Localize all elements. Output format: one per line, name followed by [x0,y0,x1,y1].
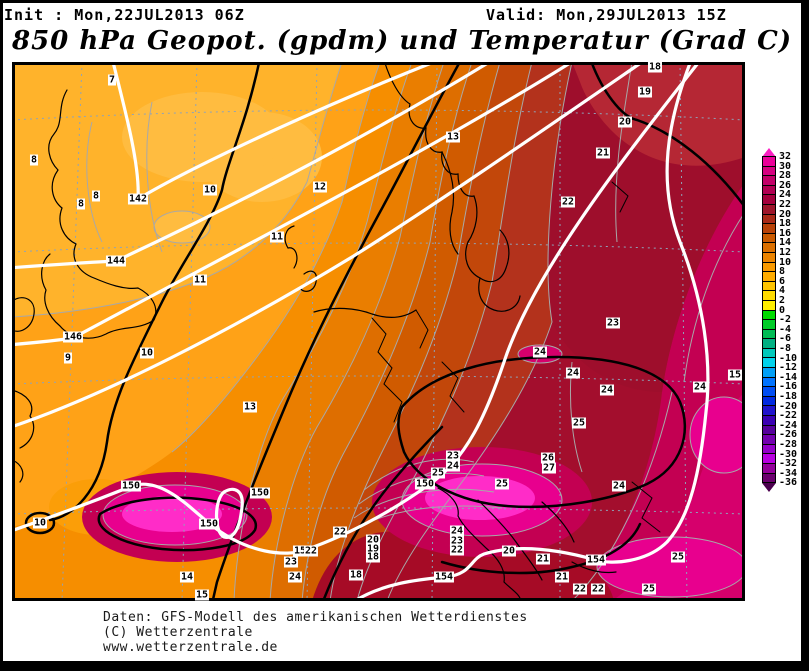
colorbar-tick-label: -28 [779,439,798,450]
minor-temperature-contours [12,62,745,601]
colorbar-tick-label: 28 [779,170,792,182]
colorbar-tick-label: -20 [779,400,798,412]
colorbar-tick-label: -18 [779,391,798,402]
map-canvas [12,62,745,601]
colorbar-tick-label: 20 [779,208,792,220]
colorbar-tick-label: 24 [779,189,792,201]
colorbar-box [762,472,776,484]
copyright-note: (C) Wetterzentrale [103,625,253,640]
colorbar-tick-label: -24 [779,419,798,431]
colorbar-arrow-bottom [762,483,776,493]
coastlines [12,62,661,601]
colorbar-tick-label: -4 [779,323,792,335]
colorbar-tick-label: 16 [779,227,792,239]
colorbar-tick-label: 4 [779,285,786,297]
colorbar-tick-label: -6 [779,333,792,345]
colorbar-tick-label: 30 [779,160,792,172]
border-right [801,0,809,671]
colorbar-tick-label: -36 [779,477,798,489]
colorbar-tick-label: -34 [779,467,798,479]
colorbar-tick-label: 10 [779,256,792,268]
init-timestamp: Init : Mon,22JUL2013 06Z [4,6,245,24]
weather-map: 142 144 146 150 150 150 150 150 154 154 15 7 8 8 8 10 12… [12,61,745,601]
colorbar-tick-label: 6 [779,275,786,287]
colorbar-tick-label: -30 [779,448,798,460]
data-source-note: Daten: GFS-Modell des amerikanischen Wet… [103,610,528,625]
colorbar-tick-label: 18 [779,218,792,230]
colorbar-tick-label: -10 [779,352,798,364]
website-note: www.wetterzentrale.de [103,640,278,655]
latlon-grid [12,62,745,601]
colorbar-tick-label: -8 [779,343,792,354]
colorbar-tick-label: -14 [779,371,798,383]
colorbar-tick-label: 12 [779,247,792,258]
colorbar-tick-label: -32 [779,458,798,470]
colorbar-tick-label: -16 [779,381,798,393]
colorbar-tick-label: 0 [779,304,786,316]
border-left [0,0,3,671]
colorbar-tick-label: -26 [779,429,798,441]
colorbar-tick-label: 32 [779,151,792,162]
border-bottom [0,661,809,671]
border-top [0,0,809,3]
map-frame [12,62,745,601]
colorbar-tick-label: 2 [779,295,786,306]
colorbar-tick-label: 22 [779,199,792,210]
temperature-colorbar: 32 30 28 26 24 22 20 18 16 14 12 10 8 6 4 2 0 -2 -4 -6 -8 -10… [762,148,808,493]
colorbar-tick-label: 26 [779,179,792,191]
colorbar-tick-label: -22 [779,410,798,422]
page-title: 850 hPa Geopot. (gpdm) und Temperatur (G… [12,26,793,56]
valid-timestamp: Valid: Mon,29JUL2013 15Z [486,6,727,24]
colorbar-tick-label: 14 [779,237,792,249]
colorbar-tick-label: 8 [779,266,786,278]
colorbar-arrow-top [762,148,776,157]
colorbar-tick-label: -2 [779,314,792,326]
colorbar-tick-label: -12 [779,362,798,374]
